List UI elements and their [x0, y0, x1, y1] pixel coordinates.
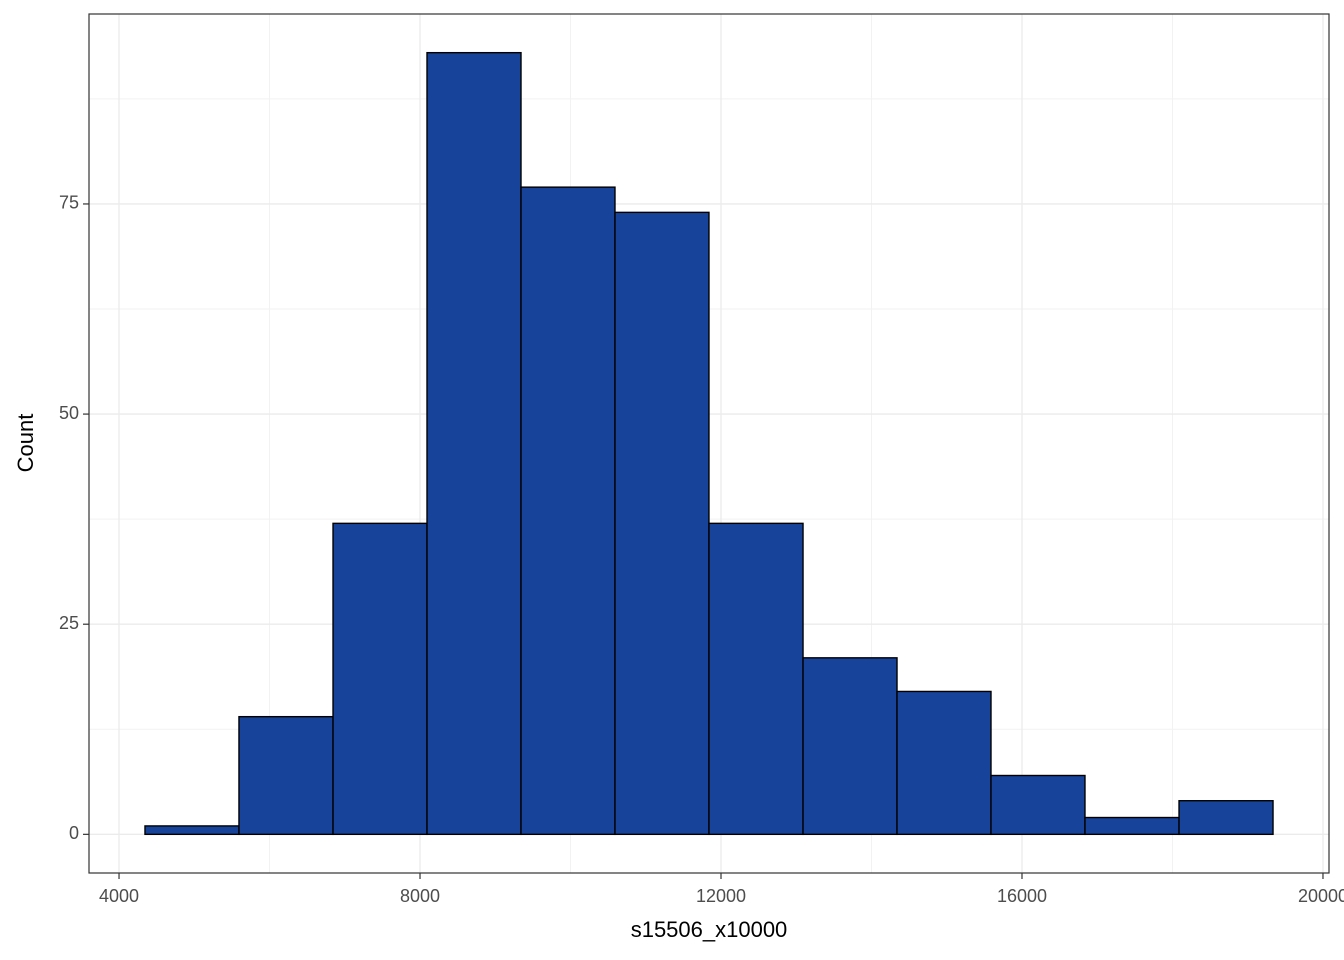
y-tick-label: 75	[59, 193, 79, 213]
x-tick-label: 20000	[1298, 886, 1344, 906]
x-tick-label: 12000	[696, 886, 746, 906]
x-tick-label: 16000	[997, 886, 1047, 906]
bar	[1084, 816, 1180, 836]
x-tick-label: 8000	[400, 886, 440, 906]
bar	[990, 774, 1086, 836]
y-axis-title: Count	[13, 414, 38, 473]
x-tick-label: 4000	[99, 886, 139, 906]
bar	[708, 522, 804, 836]
bar	[238, 715, 334, 836]
y-tick-label: 50	[59, 403, 79, 423]
panel-border	[88, 13, 1330, 874]
y-tick-label: 0	[69, 823, 79, 843]
bar	[896, 690, 992, 836]
bar	[802, 657, 898, 836]
y-tick-label: 25	[59, 613, 79, 633]
bar	[144, 825, 240, 836]
bar	[332, 522, 428, 836]
bar	[520, 186, 616, 836]
bar	[614, 211, 710, 836]
x-axis-title: s15506_x10000	[631, 917, 788, 942]
bar	[426, 51, 522, 836]
bars	[144, 51, 1274, 836]
bar	[1178, 800, 1274, 836]
